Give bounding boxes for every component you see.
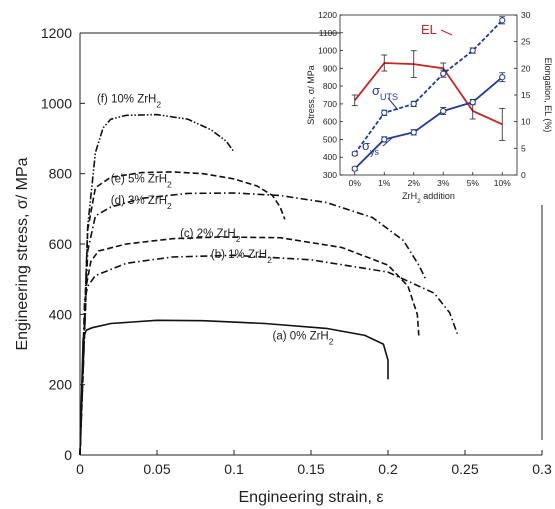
inset-y-tick-label: 600 [323,117,337,127]
inset-data-marker [410,129,417,136]
main-curves [79,113,459,456]
inset-y2-tick-label: 5 [521,143,526,153]
main-y-axis-label: Engineering stress, σ/ MPa [14,157,31,350]
inset-series-label: σys [362,138,380,157]
main-curve [79,236,420,456]
inset-series [351,16,506,172]
main-x-tick-label: 0.3 [532,461,552,477]
inset-y-tick-label: 400 [323,152,337,162]
inset-series-labels: EL σUTS σys [362,22,453,157]
inset-y-tick-label: 900 [323,63,337,73]
inset-series-line [354,19,503,155]
inset-y-axis-label: Stress, σ/ MPa [306,65,316,125]
inset-data-marker [499,74,506,81]
main-curve-label: (b) 1% ZrH2 [211,249,272,265]
main-y-tick-label: 800 [49,166,73,182]
main-x-tick-label: 0.2 [378,461,398,477]
inset-y-tick-label: 1100 [319,28,338,38]
inset-x-tick-label: 2% [408,178,421,188]
inset-y-tick-label: 1200 [318,10,337,20]
main-curve [79,113,235,456]
inset-series-label: σUTS [372,83,398,102]
main-curve-label: (e) 5% ZrH2 [111,173,172,189]
main-y-tick-label: 1200 [41,25,72,41]
inset-ticks: 300 400 500 600 700 800 900 1000 1100 1200 0 5 10 15 2… [318,10,531,188]
inset-x-tick-label: 3% [437,178,450,188]
main-x-tick-label: 0.25 [451,461,478,477]
main-y-tick-label: 200 [49,377,73,393]
main-curve-label: (c) 2% ZrH2 [180,228,241,244]
main-stress-strain-chart: 0 0.05 0.1 0.15 0.2 0.25 0.3020040060080010001… [14,25,552,506]
inset-x-tick-label: 1% [378,178,391,188]
main-y-tick-label: 600 [49,236,73,252]
main-x-tick-label: 0.1 [224,461,244,477]
main-y-tick-label: 400 [49,306,73,322]
main-y-tick-label: 0 [64,447,72,463]
inset-data-marker [440,107,447,115]
main-curve-label: (a) 0% ZrH2 [273,331,334,347]
inset-label-arrow [440,29,453,36]
inset-y2-tick-label: 15 [521,90,531,100]
inset-x-tick-label: 10% [494,178,511,188]
main-ticks: 0 0.05 0.1 0.15 0.2 0.25 0.3020040060080010001… [41,25,552,477]
inset-data-marker [469,99,476,106]
inset-y-tick-label: 1000 [318,46,337,56]
main-y-tick-label: 1000 [41,95,72,111]
inset-y2-tick-label: 25 [521,37,531,47]
inset-label-arrow [387,97,399,111]
main-x-tick-label: 0.05 [143,461,170,477]
inset-data-marker [351,165,358,172]
inset-y2-axis-label: Elongation, EL (%) [543,58,553,133]
main-curve-labels: (a) 0% ZrH2 (b) 1% ZrH2 (c) 2% ZrH2 (d) 3% … [97,93,334,346]
inset-data-marker [440,70,447,77]
inset-x-tick-label: 5% [467,178,480,188]
inset-y-tick-label: 500 [323,134,337,144]
inset-series-line [354,62,503,126]
inset-y2-tick-label: 20 [521,63,531,73]
main-curve [79,319,389,456]
inset-x-tick-label: 0% [349,178,362,188]
inset-series-line [354,76,503,170]
inset-y-tick-label: 300 [323,170,337,180]
inset-series-label: EL [421,22,437,37]
main-x-axis-label: Engineering strain, ε [239,489,384,506]
inset-data-marker [410,100,417,107]
inset-y2-tick-label: 10 [521,117,531,127]
inset-x-axis-label: ZrH2 addition [402,191,455,205]
main-x-tick-label: 0 [76,461,84,477]
inset-chart: 300 400 500 600 700 800 900 1000 1100 1200 0 5 10 15 2… [306,10,553,205]
inset-y2-tick-label: 0 [521,170,526,180]
main-curve [79,171,286,456]
inset-background [339,14,518,176]
inset-data-marker [381,136,388,143]
inset-data-marker [351,150,358,157]
inset-data-marker [469,47,476,54]
inset-y2-tick-label: 30 [521,10,531,20]
main-curve-label: (f) 10% ZrH2 [97,93,161,109]
main-curve-label: (d) 3% ZrH2 [111,195,172,211]
main-curve [79,192,428,456]
inset-label-arrow [382,136,394,147]
main-curve [79,254,459,456]
inset-y-tick-label: 700 [323,99,337,109]
inset-y-tick-label: 800 [323,81,337,91]
inset-data-marker [381,109,388,116]
inset-data-marker [499,17,506,24]
main-x-tick-label: 0.15 [297,461,324,477]
